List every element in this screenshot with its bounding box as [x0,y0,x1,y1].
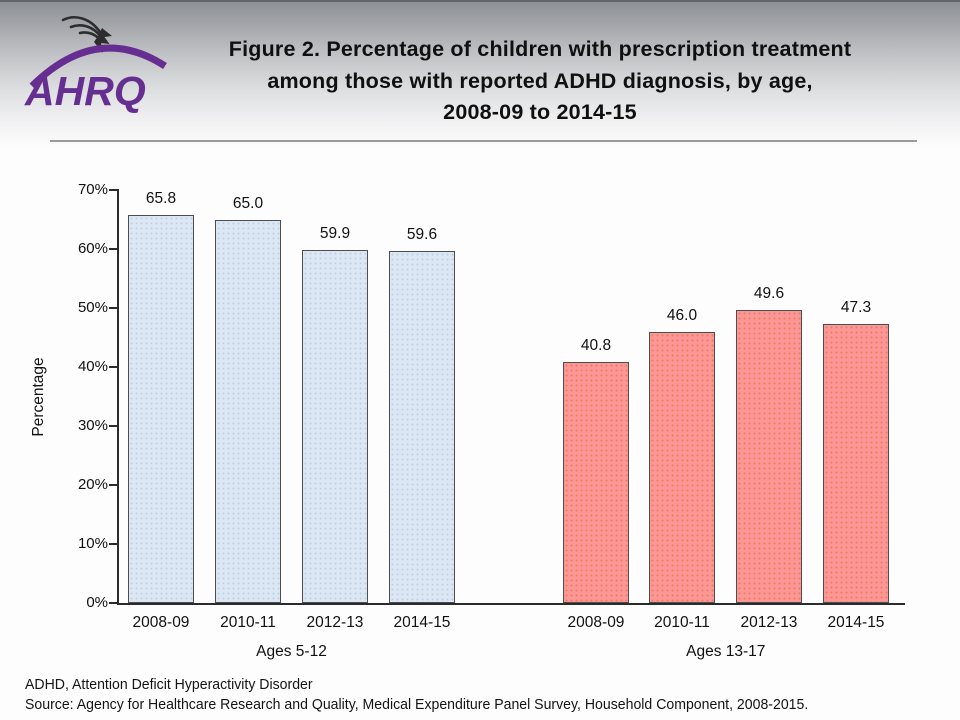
x-tick-label: 2014-15 [827,614,885,631]
logo-swoosh [29,44,167,89]
y-tick-label: 40% [77,358,108,375]
bar-value-label: 65.8 [145,189,177,207]
y-tick-label: 70% [77,181,108,198]
bar-value-label: 59.6 [406,226,438,244]
header-divider-line [50,140,917,142]
title-line-3: 2008-09 to 2014-15 [443,100,637,124]
y-tick-mark [109,189,117,191]
bar-ages-5-12-2010-11 [215,219,281,603]
bar-ages-13-17-2012-13 [736,310,802,603]
bar-value-label: 46.0 [666,306,698,324]
y-tick-label: 10% [77,535,108,552]
y-axis-line [117,189,119,605]
x-tick-label: 2008-09 [132,614,190,631]
y-tick-mark [109,425,117,427]
bar-value-label: 65.0 [232,194,264,212]
bar-ages-5-12-2014-15 [389,251,455,603]
x-tick-label: 2014-15 [393,614,451,631]
bar-ages-13-17-2010-11 [649,331,715,603]
abbreviation-note: ADHD, Attention Deficit Hyperactivity Di… [25,676,313,693]
bar-ages-5-12-2008-09 [128,214,194,603]
x-axis-line [117,603,905,605]
x-tick-label: 2010-11 [654,614,710,631]
bar-ages-13-17-2014-15 [823,323,889,603]
y-tick-mark [109,543,117,545]
bar-value-label: 49.6 [753,285,785,303]
x-tick-label: 2012-13 [740,614,798,631]
page-title: Figure 2. Percentage of children with pr… [120,34,960,129]
title-line-1: Figure 2. Percentage of children with pr… [228,37,852,61]
y-axis-title: Percentage [30,357,47,437]
y-tick-mark [109,307,117,309]
y-tick-mark [109,366,117,368]
x-tick-label: 2008-09 [567,614,625,631]
y-tick-mark [109,484,117,486]
y-tick-mark [109,248,117,250]
bar-ages-5-12-2012-13 [302,249,368,603]
x-tick-label: 2010-11 [220,614,276,631]
group-label: Ages 5-12 [256,643,327,660]
y-tick-label: 20% [77,476,108,493]
header-band: AHRQ Figure 2. Percentage of children wi… [0,0,960,150]
bar-value-label: 40.8 [580,337,612,355]
y-tick-label: 50% [77,299,108,316]
source-note: Source: Agency for Healthcare Research a… [25,696,809,713]
y-tick-label: 60% [77,240,108,257]
logo-wordmark: AHRQ [24,68,146,114]
bar-ages-13-17-2008-09 [563,362,629,603]
y-tick-label: 30% [77,417,108,434]
bar-value-label: 59.9 [319,224,351,242]
x-tick-label: 2012-13 [306,614,364,631]
ahrq-logo: AHRQ [24,16,167,114]
title-line-2: among those with reported ADHD diagnosis… [267,68,813,93]
group-label: Ages 13-17 [686,643,766,660]
bar-value-label: 47.3 [840,298,872,316]
y-tick-label: 0% [86,594,108,611]
y-tick-mark [109,602,117,604]
